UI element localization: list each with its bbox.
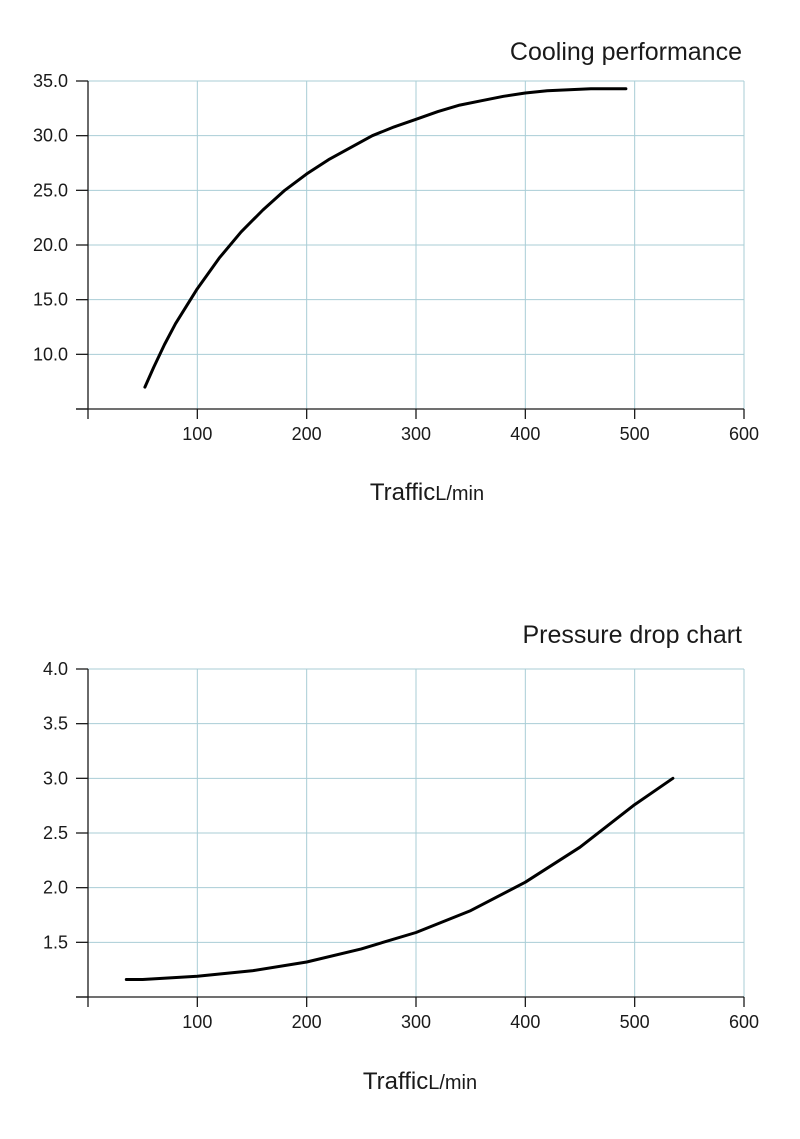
grid — [88, 668, 745, 997]
y-tick-label: 4.0 — [43, 659, 68, 679]
x-tick-label: 300 — [401, 1012, 431, 1032]
grid — [88, 80, 745, 409]
y-tick-label: 30.0 — [33, 126, 68, 146]
x-tick-label: 600 — [729, 1012, 759, 1032]
y-tick-labels: 1.5 2.0 2.5 3.0 3.5 4.0 — [43, 659, 68, 952]
x-axis-label-text: Traffic — [363, 1068, 428, 1095]
x-tick-label: 100 — [182, 424, 212, 444]
y-tick-label: 10.0 — [33, 344, 68, 364]
x-tick-label: 500 — [620, 1012, 650, 1032]
x-tick-label: 400 — [510, 424, 540, 444]
pressure-drop-line — [124, 776, 675, 981]
x-tick-labels: 100 200 300 400 500 600 — [182, 424, 759, 444]
x-tick-label: 500 — [620, 424, 650, 444]
x-axis-unit: L/min — [435, 483, 484, 505]
x-axis-label: TrafficL/min — [363, 1068, 477, 1095]
x-tick-label: 200 — [292, 424, 322, 444]
y-tick-label: 2.5 — [43, 823, 68, 843]
y-tick-label: 35.0 — [33, 71, 68, 91]
x-tick-label: 300 — [401, 424, 431, 444]
x-tick-labels: 100 200 300 400 500 600 — [182, 1012, 759, 1032]
cooling-performance-line — [143, 87, 628, 389]
axes — [76, 668, 745, 1007]
y-tick-label: 3.5 — [43, 714, 68, 734]
pressure-drop-chart: Pressure drop chart 1.5 2.0 2.5 3.0 3.5 … — [43, 621, 759, 1095]
y-tick-label: 25.0 — [33, 180, 68, 200]
x-tick-label: 600 — [729, 424, 759, 444]
y-tick-label: 20.0 — [33, 235, 68, 255]
y-tick-label: 2.0 — [43, 878, 68, 898]
y-tick-label: 15.0 — [33, 290, 68, 310]
x-axis-label-text: Traffic — [370, 479, 435, 506]
x-tick-label: 200 — [292, 1012, 322, 1032]
axes — [76, 80, 745, 419]
y-tick-label: 3.0 — [43, 768, 68, 788]
x-axis-unit: L/min — [428, 1072, 477, 1094]
chart-title: Pressure drop chart — [522, 621, 742, 649]
cooling-performance-chart: Cooling performance 10.0 15.0 20.0 25.0 … — [33, 38, 759, 506]
x-axis-label: TrafficL/min — [370, 479, 484, 506]
chart-title: Cooling performance — [510, 38, 742, 66]
y-tick-label: 1.5 — [43, 932, 68, 952]
x-tick-label: 400 — [510, 1012, 540, 1032]
x-tick-label: 100 — [182, 1012, 212, 1032]
y-tick-labels: 10.0 15.0 20.0 25.0 30.0 35.0 — [33, 71, 68, 364]
